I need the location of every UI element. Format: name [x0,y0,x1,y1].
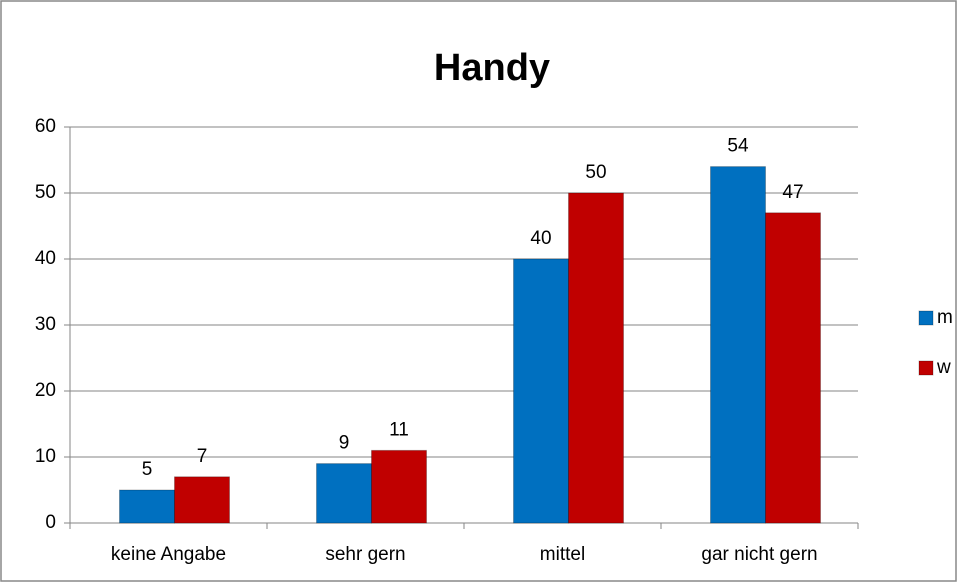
data-label: 7 [197,446,208,467]
data-label: 11 [389,419,409,440]
y-tick-label: 20 [35,380,56,401]
bar [710,166,766,524]
y-tick-label: 50 [35,182,56,203]
legend-swatch [918,310,934,326]
bar [513,258,569,524]
x-tick-label: gar nicht gern [701,544,817,565]
bar [119,489,175,524]
bar [174,476,230,524]
x-tick-label: mittel [540,544,585,565]
data-label: 5 [142,459,153,480]
data-label: 47 [782,182,803,203]
data-label: 9 [339,433,350,454]
bar [371,449,427,524]
bar [568,192,624,524]
bar [316,463,372,524]
y-tick-label: 40 [35,248,56,269]
bar [765,212,821,524]
y-tick-label: 10 [35,446,56,467]
x-tick-label: sehr gern [325,544,405,565]
y-tick-label: 30 [35,314,56,335]
data-label: 40 [530,228,551,249]
y-tick-label: 60 [35,116,56,137]
y-tick-label: 0 [45,512,56,533]
legend-swatch [918,360,934,376]
chart-title: Handy [434,47,550,89]
data-label: 50 [585,162,606,183]
data-label: 54 [727,136,749,157]
x-tick-label: keine Angabe [111,544,226,565]
legend-label: m [937,307,953,328]
legend-label: w [936,357,951,378]
